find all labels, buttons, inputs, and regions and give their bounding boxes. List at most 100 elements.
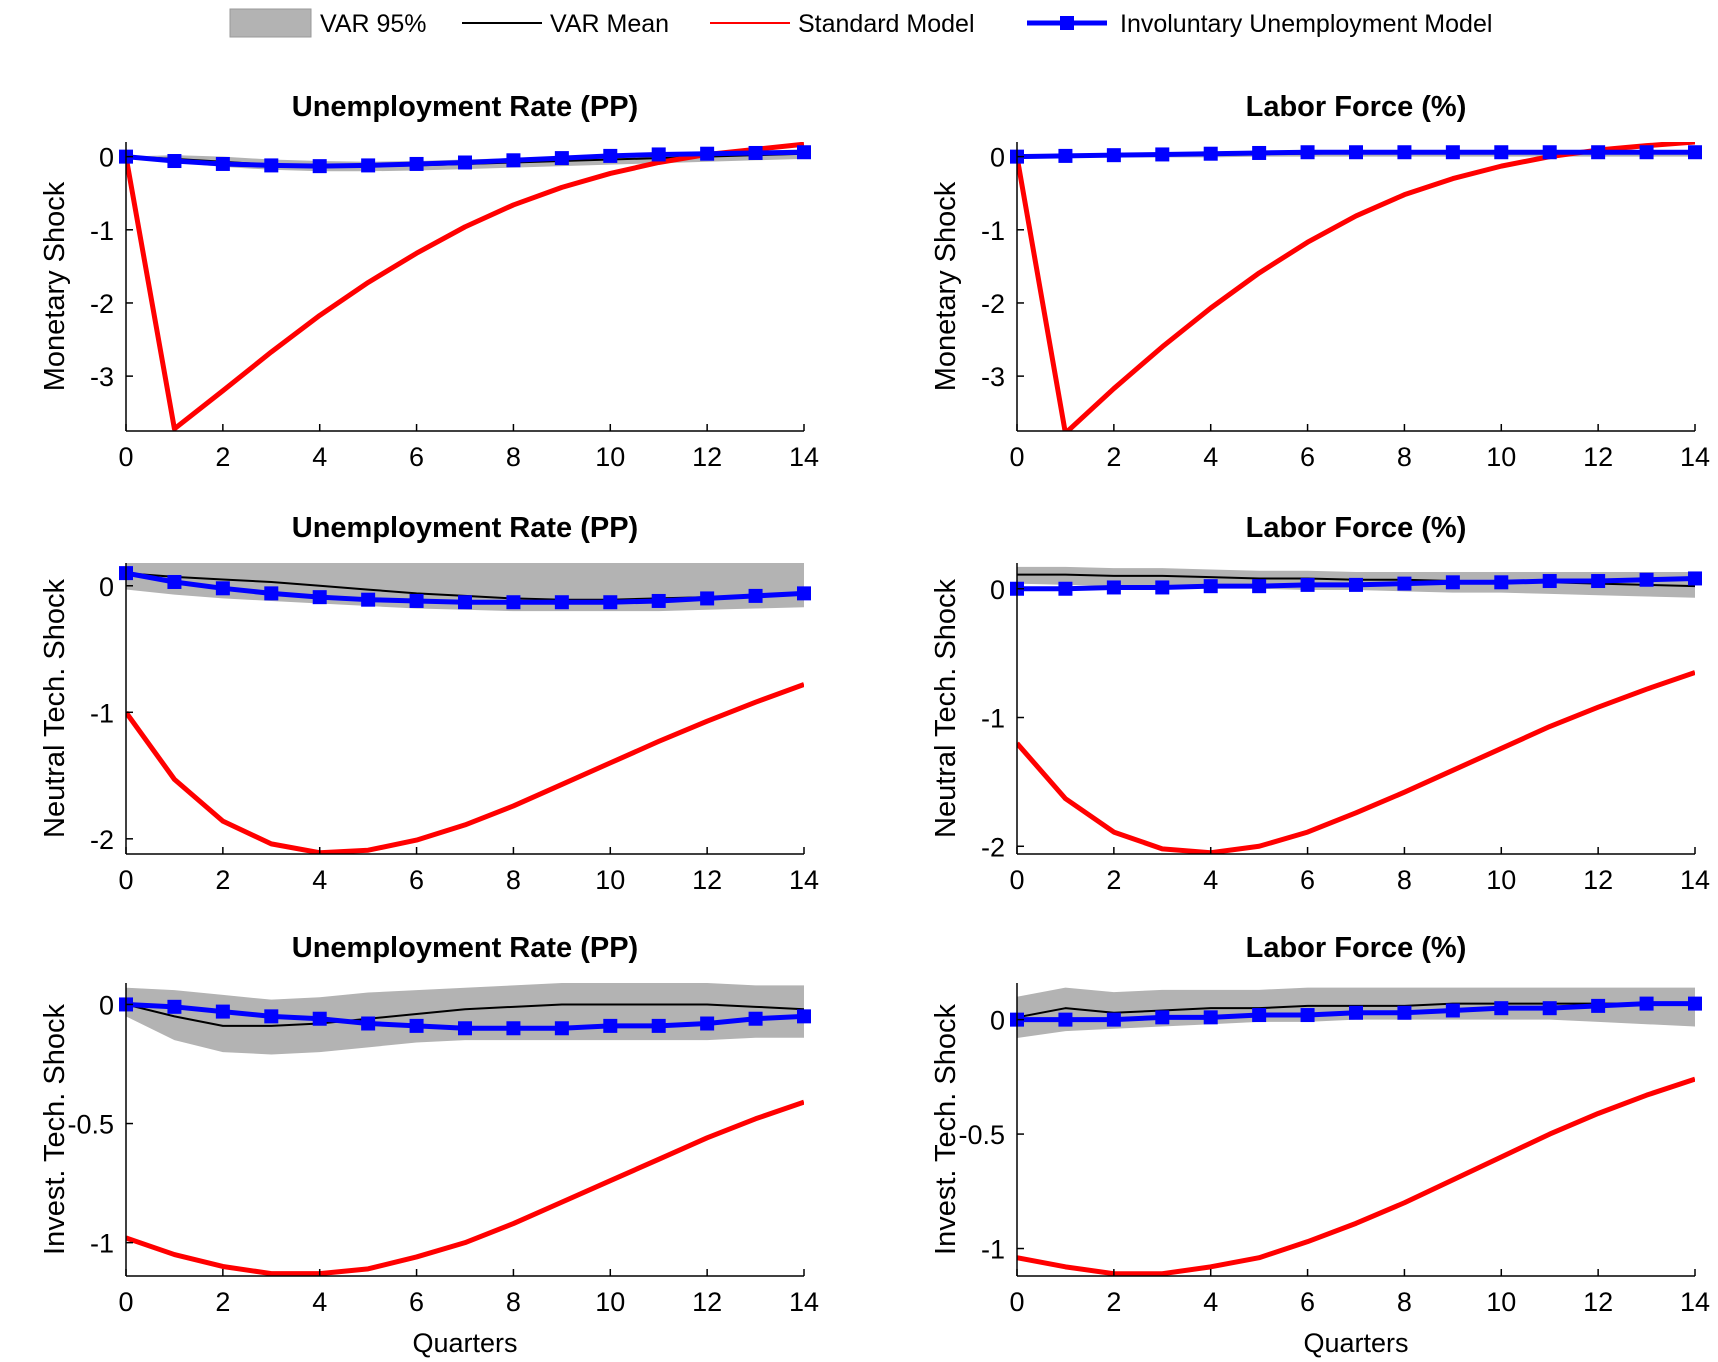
chart-panel: 0 2 4 6 8 10 12 14 0 -1 -2 Labor Force (%) Neutral T… [930, 512, 1710, 895]
y-tick-label: -2 [981, 289, 1005, 319]
involuntary-model-marker [554, 151, 569, 166]
legend-item: VAR Mean [462, 10, 669, 38]
x-tick-label: 14 [1680, 1287, 1710, 1317]
y-tick-label: -1 [981, 216, 1005, 246]
y-tick-label: -1 [90, 216, 114, 246]
x-tick-label: 0 [118, 865, 133, 895]
x-tick-label: 12 [692, 1287, 722, 1317]
involuntary-model-marker [603, 1018, 618, 1033]
var-mean-line [126, 1003, 804, 1027]
x-tick-label: 4 [312, 442, 327, 472]
x-tick-label: 4 [312, 865, 327, 895]
x-tick-label: 8 [1397, 865, 1412, 895]
involuntary-model-marker [1300, 145, 1315, 160]
involuntary-model-marker [1397, 576, 1412, 591]
plot-area [126, 563, 804, 854]
standard-model-line [1017, 1076, 1695, 1276]
x-tick-label: 8 [1397, 1287, 1412, 1317]
involuntary-model-marker [506, 1021, 521, 1036]
involuntary-model-marker [1349, 145, 1363, 160]
involuntary-model-marker [361, 1016, 376, 1031]
y-tick-label: 0 [990, 575, 1005, 605]
y-tick-label: -2 [90, 289, 114, 319]
involuntary-model-marker [167, 574, 182, 589]
y-tick-label: 0 [990, 143, 1005, 173]
involuntary-model-marker [651, 1018, 666, 1033]
panel-title: Unemployment Rate (PP) [292, 91, 638, 123]
legend-item: VAR 95% [229, 8, 427, 38]
x-tick-label: 4 [1203, 865, 1218, 895]
chart-panel: 0 2 4 6 8 10 12 14 0 -0.5 -1 Labor Force (%) Invest.… [930, 932, 1710, 1358]
involuntary-model-marker [1639, 572, 1654, 587]
x-tick-label: 12 [692, 865, 722, 895]
involuntary-model-marker [1252, 579, 1267, 594]
legend-swatch-marker [1060, 16, 1074, 30]
x-tick-label: 10 [1486, 865, 1516, 895]
y-tick-label: -1 [90, 698, 114, 728]
x-tick-label: 0 [1009, 1287, 1024, 1317]
involuntary-model-marker [1494, 575, 1509, 590]
standard-model-line [126, 682, 804, 854]
involuntary-model-marker [651, 147, 666, 162]
involuntary-model-marker [1445, 1003, 1460, 1018]
involuntary-model-marker [1058, 148, 1073, 163]
legend-label: Involuntary Unemployment Model [1120, 10, 1492, 38]
involuntary-model-marker [1155, 1010, 1170, 1025]
involuntary-model-marker [264, 1009, 279, 1024]
legend-item: Standard Model [710, 10, 975, 38]
x-tick-label: 10 [595, 442, 625, 472]
x-axis-label: Quarters [412, 1328, 517, 1358]
legend-item: Involuntary Unemployment Model [1027, 10, 1492, 38]
panel-title: Labor Force (%) [1246, 512, 1467, 544]
y-tick-label: 0 [99, 572, 114, 602]
panel-title: Unemployment Rate (PP) [292, 512, 638, 544]
involuntary-model-marker [1106, 580, 1121, 595]
involuntary-model-marker [361, 592, 376, 607]
x-tick-label: 0 [1009, 865, 1024, 895]
involuntary-model-marker [1058, 581, 1073, 596]
involuntary-model-marker [312, 590, 327, 605]
x-tick-label: 0 [118, 1287, 133, 1317]
legend-swatch-band [229, 8, 312, 38]
x-tick-label: 6 [1300, 865, 1315, 895]
involuntary-model-marker [1494, 145, 1509, 160]
involuntary-model-marker [1542, 145, 1557, 160]
x-tick-label: 4 [1203, 442, 1218, 472]
x-tick-label: 10 [595, 1287, 625, 1317]
x-tick-label: 10 [1486, 442, 1516, 472]
chart-panel: 0 2 4 6 8 10 12 14 0 -1 -2 Unemployment Rate (PP) Ne… [39, 512, 819, 895]
involuntary-model-marker [1639, 996, 1654, 1011]
legend-label: VAR 95% [320, 10, 427, 38]
involuntary-model-marker [1688, 145, 1702, 160]
involuntary-model-marker [1203, 1010, 1218, 1025]
involuntary-model-marker [1300, 577, 1315, 592]
involuntary-model-marker [409, 156, 424, 171]
involuntary-model-marker [458, 595, 472, 610]
x-tick-label: 6 [1300, 442, 1315, 472]
involuntary-model-marker [1445, 145, 1460, 160]
involuntary-model-marker [603, 595, 618, 610]
x-axis-label: Quarters [1303, 1328, 1408, 1358]
involuntary-model-marker [458, 155, 472, 170]
x-tick-label: 6 [409, 865, 424, 895]
involuntary-model-marker [264, 158, 279, 173]
involuntary-model-marker [215, 1004, 230, 1019]
involuntary-model-marker [554, 1021, 569, 1036]
chart-panel: 0 2 4 6 8 10 12 14 0 -1 -2 -3 Labor Force (%) Monetar… [930, 91, 1710, 472]
x-tick-label: 8 [506, 865, 521, 895]
involuntary-model-marker [1106, 1012, 1121, 1027]
standard-model-line [1017, 670, 1695, 854]
involuntary-model-marker [1203, 579, 1218, 594]
x-tick-label: 6 [1300, 1287, 1315, 1317]
involuntary-model-marker [797, 586, 811, 601]
x-tick-label: 0 [118, 442, 133, 472]
y-axis-label: Invest. Tech. Shock [930, 1004, 962, 1255]
panel-title: Labor Force (%) [1246, 91, 1467, 123]
involuntary-model-marker [748, 588, 763, 603]
involuntary-model-marker [506, 595, 521, 610]
involuntary-model-marker [1397, 1005, 1412, 1020]
y-tick-label: -2 [981, 832, 1005, 862]
x-tick-label: 14 [789, 1287, 819, 1317]
